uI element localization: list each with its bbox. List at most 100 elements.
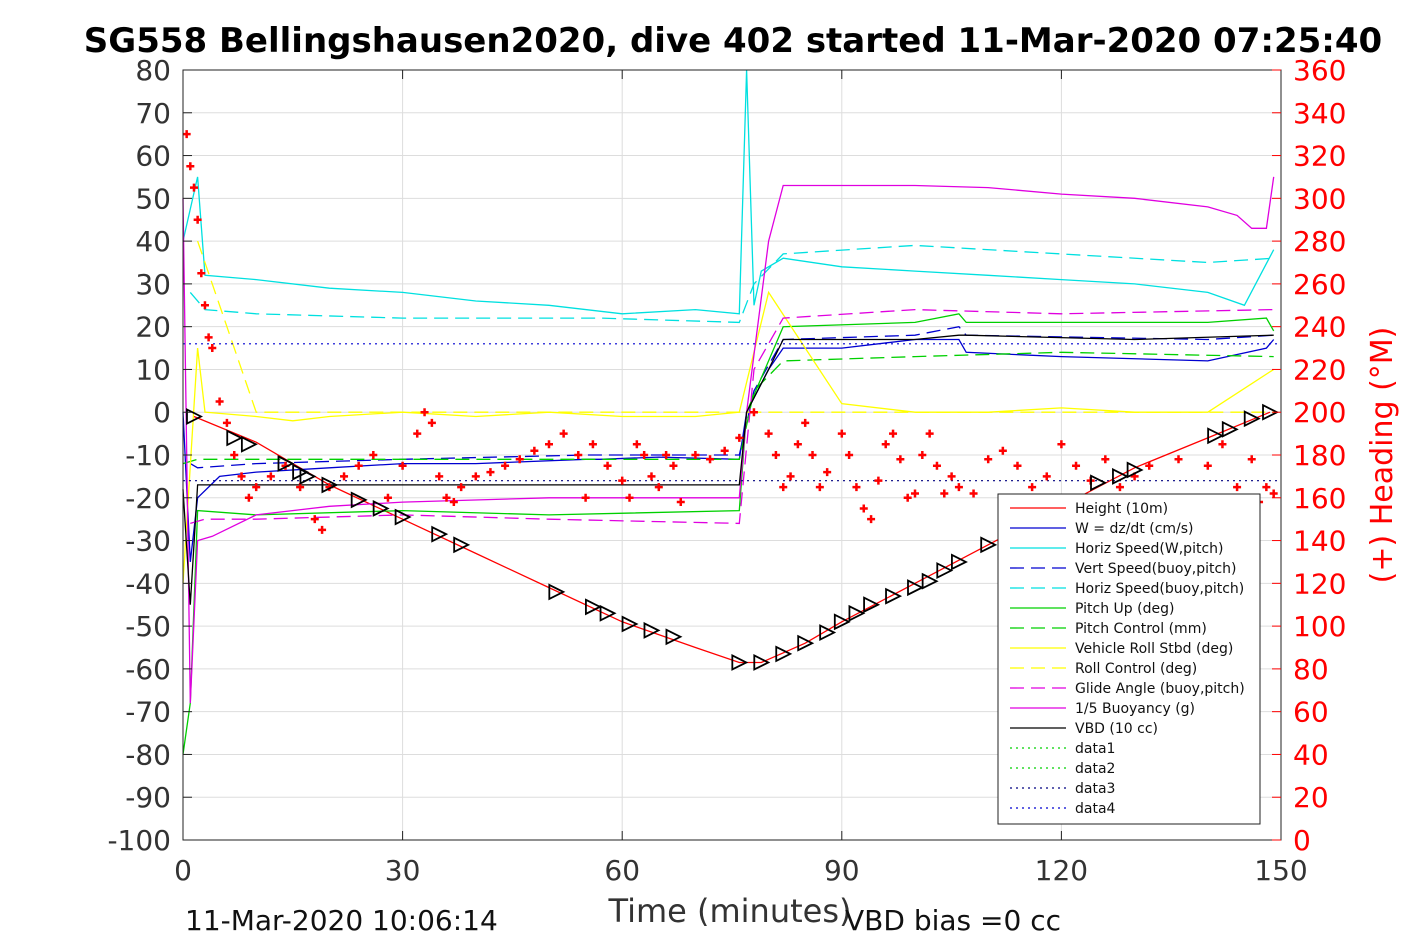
- legend-label: Roll Control (deg): [1075, 661, 1197, 677]
- height-marker: [277, 455, 295, 473]
- height-marker: [848, 604, 866, 622]
- legend-label: Horiz Speed(W,pitch): [1075, 541, 1223, 557]
- heading-marker: [413, 429, 422, 438]
- heading-marker: [867, 515, 876, 524]
- y-tick-label: 10: [135, 353, 171, 386]
- y-tick-label: -90: [125, 781, 171, 814]
- heading-marker: [706, 455, 715, 464]
- heading-marker: [771, 451, 780, 459]
- height-marker: [548, 583, 566, 601]
- height-marker: [1243, 410, 1261, 428]
- y-right-tick-label: 200: [1293, 396, 1346, 429]
- y-right-tick-label: 240: [1293, 311, 1346, 344]
- series-line-10: [182, 176, 1275, 704]
- height-marker: [321, 476, 339, 494]
- y-right-tick-label: 20: [1293, 781, 1329, 814]
- heading-marker: [896, 455, 905, 464]
- legend-label: Glide Angle (buoy,pitch): [1075, 681, 1245, 697]
- series-line-8: [196, 240, 1274, 413]
- series-layer: [182, 69, 1281, 755]
- y-tick-label: 20: [135, 311, 171, 344]
- height-marker: [665, 628, 683, 646]
- legend-label: Vehicle Roll Stbd (deg): [1075, 641, 1233, 657]
- heading-marker: [310, 515, 319, 524]
- footer-timestamp: 11-Mar-2020 10:06:14: [185, 904, 498, 937]
- height-marker: [453, 536, 471, 554]
- series-line-7: [182, 290, 1275, 584]
- heading-marker: [676, 498, 685, 507]
- heading-marker: [845, 451, 854, 459]
- y-tick-label: -20: [125, 482, 171, 515]
- y-ticks-left: 80 70 60 50 40 30 20 10 0 -10 -20 -30 -40 -50 -60 -70 -8…: [107, 54, 192, 857]
- heading-marker: [252, 483, 261, 492]
- legend-label: Vert Speed(buoy,pitch): [1075, 561, 1237, 577]
- heading-marker: [501, 461, 510, 470]
- height-marker: [753, 654, 771, 671]
- y-right-tick-label: 320: [1293, 140, 1346, 173]
- y-right-tick-label: 0: [1293, 824, 1311, 857]
- heading-marker: [1262, 483, 1271, 492]
- height-marker: [731, 654, 749, 671]
- heading-marker: [442, 493, 451, 502]
- heading-marker: [186, 162, 195, 171]
- heading-marker: [940, 489, 949, 498]
- series-line-3: [189, 325, 1274, 469]
- series-line-4: [189, 244, 1274, 324]
- heading-marker: [932, 461, 941, 470]
- height-marker: [1112, 467, 1129, 485]
- heading-marker: [786, 472, 795, 481]
- height-marker: [921, 572, 939, 590]
- heading-marker: [691, 451, 700, 459]
- heading-marker: [1218, 440, 1227, 449]
- heading-marker: [369, 451, 378, 459]
- heading-marker: [801, 418, 810, 427]
- heading-marker: [204, 333, 213, 342]
- heading-marker: [340, 472, 349, 481]
- series-line-11: [182, 334, 1274, 605]
- legend-label: 1/5 Buoyancy (g): [1075, 701, 1195, 717]
- heading-marker: [632, 440, 641, 449]
- height-marker: [1262, 403, 1280, 421]
- y-right-tick-label: 80: [1293, 653, 1329, 686]
- y-tick-label: 60: [135, 140, 171, 173]
- height-marker: [1090, 474, 1108, 492]
- heading-marker: [837, 429, 846, 438]
- y-tick-label: -100: [107, 824, 171, 857]
- legend-label: Height (10m): [1075, 501, 1168, 517]
- y-right-tick-label: 160: [1293, 482, 1346, 515]
- heading-marker: [947, 472, 956, 481]
- heading-marker: [823, 468, 832, 477]
- heading-marker: [793, 440, 802, 449]
- heading-marker: [1233, 483, 1242, 492]
- heading-marker: [969, 489, 978, 498]
- heading-marker: [200, 301, 209, 310]
- heading-marker: [625, 493, 634, 502]
- x-axis-label: Time (minutes): [608, 892, 852, 930]
- heading-marker: [654, 483, 663, 492]
- y-right-tick-label: 280: [1293, 225, 1346, 258]
- x-tick-label: 0: [174, 854, 192, 887]
- height-marker: [980, 536, 998, 554]
- x-tick-label: 90: [824, 854, 860, 887]
- heading-marker: [515, 455, 524, 464]
- height-marker: [186, 408, 203, 425]
- y-tick-label: -50: [125, 610, 171, 643]
- height-marker: [951, 553, 968, 571]
- y-tick-label: 40: [135, 225, 171, 258]
- heading-marker: [903, 493, 912, 502]
- legend-label: Pitch Control (mm): [1075, 621, 1207, 637]
- height-marker: [1221, 420, 1239, 438]
- y-right-tick-label: 220: [1293, 353, 1346, 386]
- heading-marker: [1101, 455, 1110, 464]
- heading-marker: [954, 483, 963, 492]
- footer-vbd-bias: VBD bias =0 cc: [845, 904, 1061, 937]
- y-tick-label: 70: [135, 97, 171, 130]
- heading-marker: [486, 468, 495, 477]
- heading-marker: [808, 451, 817, 459]
- y-tick-label: -10: [125, 439, 171, 472]
- heading-marker: [925, 429, 934, 438]
- y-ticks-right: 3603403203002802602402202001801601401201…: [1272, 54, 1346, 857]
- series-line-9: [190, 308, 1274, 525]
- y-tick-label: -70: [125, 696, 171, 729]
